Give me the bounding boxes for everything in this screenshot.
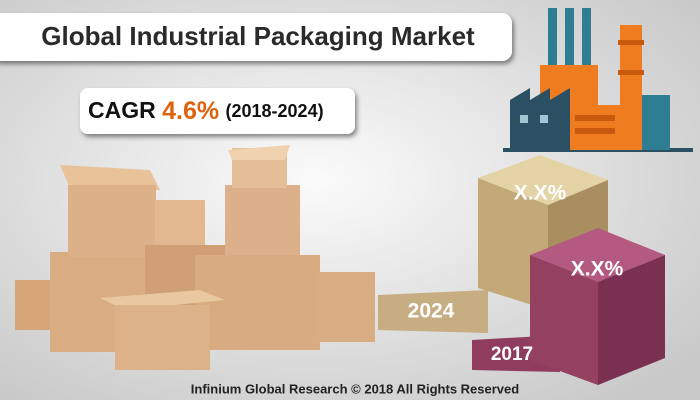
- cagr-value: 4.6%: [162, 97, 219, 125]
- year-label: 2024: [408, 300, 455, 323]
- cagr-line: CAGR 4.6% (2018-2024): [88, 97, 324, 125]
- title: Global Industrial Packaging Market: [41, 21, 475, 51]
- band-2024: [378, 290, 488, 333]
- cube-value: X.X%: [571, 258, 624, 281]
- factory-icon: [503, 8, 693, 152]
- cagr-period: (2018-2024): [226, 101, 324, 121]
- cagr-box: [80, 88, 355, 134]
- cardboard-boxes: [15, 145, 375, 370]
- cube-2017-left: [530, 255, 598, 385]
- year-label: 2017: [491, 344, 533, 365]
- footer: Infinium Global Research © 2018 All Righ…: [191, 381, 519, 396]
- title-banner: [0, 13, 512, 61]
- cube-2017-right: [598, 255, 665, 385]
- cube-2024-top: [478, 155, 608, 205]
- cagr-label: CAGR: [88, 97, 156, 123]
- cube-value: X.X%: [514, 182, 567, 205]
- cube-2017-top: [530, 228, 665, 282]
